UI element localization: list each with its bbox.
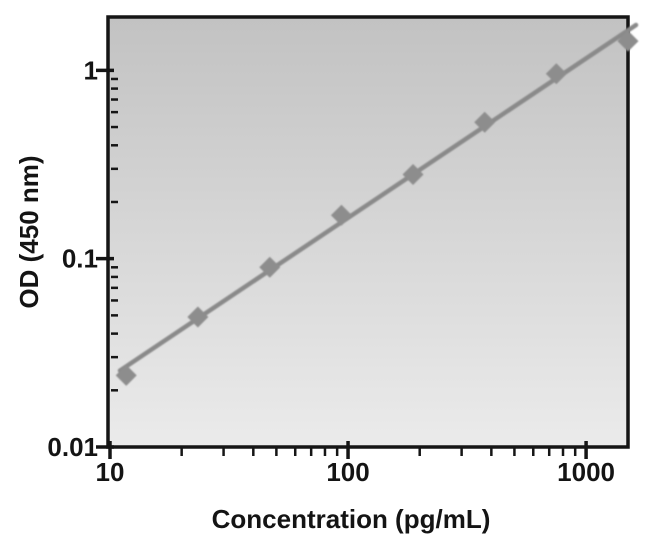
minor-ticks xyxy=(111,77,577,456)
data-point-marker xyxy=(474,111,496,133)
plot-border xyxy=(106,15,630,449)
y-tick-label: 1 xyxy=(84,55,98,85)
trend-line xyxy=(117,22,639,373)
data-point-marker xyxy=(545,63,567,85)
data-point-marker xyxy=(402,163,424,185)
curve-layer xyxy=(115,22,639,386)
data-point-marker xyxy=(115,364,137,386)
data-point-marker xyxy=(187,306,209,328)
y-axis-title: OD (450 nm) xyxy=(14,155,44,308)
tick-labels: 10 100 1000 1 0.1 0.01 xyxy=(47,55,615,487)
data-point-marker xyxy=(330,204,352,226)
x-tick-label: 1000 xyxy=(557,457,615,487)
data-point-marker xyxy=(617,30,639,52)
x-tick-label: 10 xyxy=(96,457,125,487)
y-tick-label: 0.01 xyxy=(47,432,98,462)
y-tick-label: 0.1 xyxy=(62,244,98,274)
x-axis-title: Concentration (pg/mL) xyxy=(212,504,491,534)
x-tick-label: 100 xyxy=(326,457,369,487)
major-ticks xyxy=(96,68,588,459)
data-point-marker xyxy=(259,256,281,278)
